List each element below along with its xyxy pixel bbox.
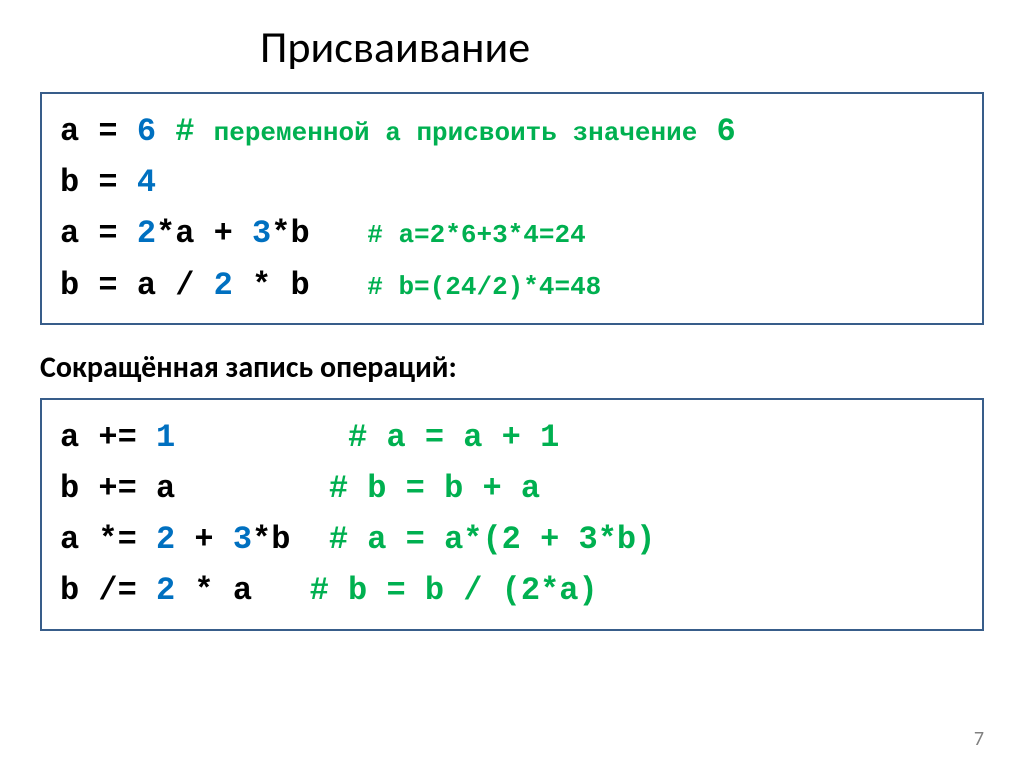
code-text: *b — [271, 215, 367, 252]
code-text: * b — [233, 267, 367, 304]
code-line: a = 2*a + 3*b # a=2*6+3*4=24 — [60, 208, 964, 259]
code-line: b /= 2 * a # b = b / (2*a) — [60, 565, 964, 616]
code-line: a = 6 # переменной a присвоить значение … — [60, 106, 964, 157]
code-text: + — [175, 521, 233, 558]
number-literal: 4 — [137, 164, 156, 201]
code-line: b = 4 — [60, 157, 964, 208]
comment-text: # b = b + a — [329, 470, 540, 507]
code-pad — [175, 419, 348, 456]
code-text: a *= — [60, 521, 156, 558]
comment-text: # b=(24/2)*4=48 — [367, 272, 601, 302]
number-literal: 3 — [252, 215, 271, 252]
code-box-1: a = 6 # переменной a присвоить значение … — [40, 92, 984, 325]
comment-text: # a = a*(2 + 3*b) — [329, 521, 655, 558]
number-literal: 2 — [214, 267, 233, 304]
code-box-2: a += 1 # a = a + 1 b += a # b = b + a a … — [40, 398, 984, 631]
comment-text: 6 — [697, 113, 735, 150]
number-literal: 2 — [156, 572, 175, 609]
code-text: a = — [60, 215, 137, 252]
number-literal: 3 — [233, 521, 252, 558]
comment-text: переменной a присвоить значение — [214, 118, 698, 148]
comment-text: # a=2*6+3*4=24 — [367, 220, 585, 250]
code-text: b = — [60, 164, 137, 201]
comment-text: # b = b / (2*a) — [310, 572, 598, 609]
slide-title: Присваивание — [260, 20, 984, 74]
code-text: a = — [60, 113, 137, 150]
code-text: a += — [60, 419, 156, 456]
number-literal: 2 — [156, 521, 175, 558]
code-line: b += a # b = b + a — [60, 463, 964, 514]
code-text: * a — [175, 572, 309, 609]
page-number: 7 — [974, 727, 984, 751]
comment-text: # a = a + 1 — [348, 419, 559, 456]
code-text: b += a — [60, 470, 329, 507]
section-subtitle: Сокращённая запись операций: — [40, 349, 984, 386]
code-text: *b — [252, 521, 329, 558]
number-literal: 6 — [137, 113, 156, 150]
comment-hash: # — [156, 113, 214, 150]
code-line: a *= 2 + 3*b # a = a*(2 + 3*b) — [60, 514, 964, 565]
code-text: b = a / — [60, 267, 214, 304]
code-line: b = a / 2 * b # b=(24/2)*4=48 — [60, 260, 964, 311]
number-literal: 2 — [137, 215, 156, 252]
number-literal: 1 — [156, 419, 175, 456]
code-text: b /= — [60, 572, 156, 609]
code-line: a += 1 # a = a + 1 — [60, 412, 964, 463]
code-text: *a + — [156, 215, 252, 252]
